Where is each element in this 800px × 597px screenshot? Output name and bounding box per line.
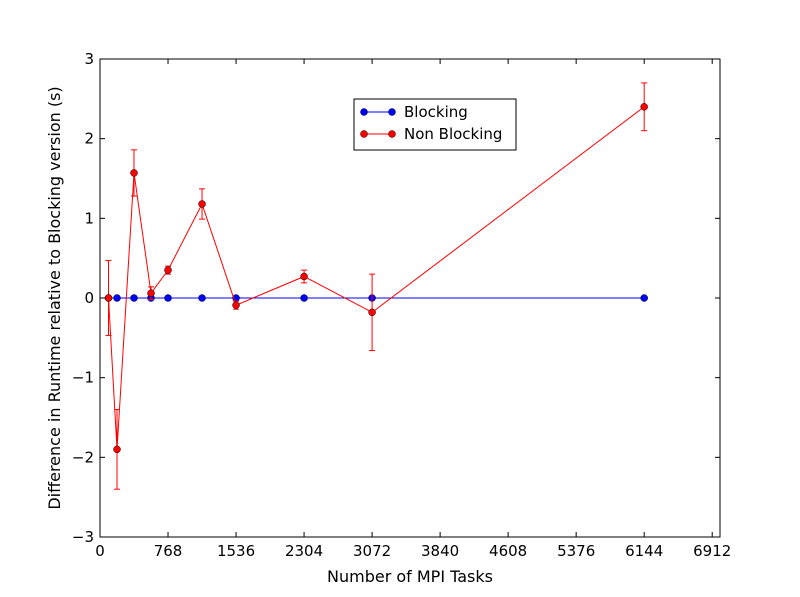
y-tick-label: 0 bbox=[84, 289, 94, 307]
y-tick-label: −3 bbox=[72, 528, 94, 546]
x-tick-label: 2304 bbox=[285, 542, 323, 560]
x-axis-label: Number of MPI Tasks bbox=[327, 567, 493, 586]
data-point-non-blocking bbox=[232, 301, 240, 309]
x-tick-label: 1536 bbox=[217, 542, 255, 560]
series-non-blocking bbox=[104, 82, 648, 490]
data-point-blocking bbox=[640, 294, 648, 302]
y-tick-label: −1 bbox=[72, 369, 94, 387]
data-point-blocking bbox=[130, 294, 138, 302]
axis-ticks: 0 768 1536 2304 3072 3840 4608 5376 6144 6912 −3 −2… bbox=[72, 50, 731, 560]
data-point-non-blocking bbox=[104, 294, 113, 302]
y-tick-label: 3 bbox=[84, 50, 94, 68]
data-point-non-blocking bbox=[164, 266, 172, 274]
x-tick-label: 3072 bbox=[353, 542, 391, 560]
legend-marker-non-blocking bbox=[388, 130, 396, 138]
series-line-non-blocking bbox=[108, 106, 645, 450]
plot-area bbox=[104, 82, 648, 490]
data-point-non-blocking bbox=[147, 289, 155, 297]
x-tick-label: 3840 bbox=[421, 542, 459, 560]
x-tick-label: 0 bbox=[95, 542, 105, 560]
data-point-non-blocking bbox=[130, 169, 138, 177]
legend-marker-non-blocking bbox=[360, 130, 368, 138]
data-point-non-blocking bbox=[368, 308, 376, 317]
data-point-blocking bbox=[198, 294, 206, 302]
y-tick-label: 1 bbox=[84, 209, 94, 227]
y-tick-label: −2 bbox=[72, 448, 94, 466]
legend-frame bbox=[353, 98, 517, 151]
data-point-non-blocking bbox=[300, 272, 308, 281]
x-tick-label: 6912 bbox=[693, 542, 731, 560]
x-tick-label: 5376 bbox=[557, 542, 595, 560]
legend-label-non-blocking: Non Blocking bbox=[404, 125, 502, 143]
x-tick-label: 768 bbox=[154, 542, 183, 560]
y-axis-label: Difference in Runtime relative to Blocki… bbox=[45, 86, 64, 509]
x-tick-label: 4608 bbox=[489, 542, 527, 560]
data-point-non-blocking bbox=[640, 103, 648, 111]
legend-marker-blocking bbox=[388, 108, 396, 116]
data-point-blocking bbox=[164, 294, 172, 302]
legend-label-blocking: Blocking bbox=[404, 103, 468, 121]
data-point-non-blocking bbox=[198, 200, 206, 208]
data-point-blocking bbox=[113, 294, 121, 302]
legend: Blocking Non Blocking bbox=[353, 98, 517, 151]
data-point-blocking bbox=[300, 294, 308, 302]
legend-marker-blocking bbox=[360, 108, 368, 116]
y-tick-label: 2 bbox=[84, 130, 94, 148]
data-point-non-blocking bbox=[113, 445, 121, 454]
x-tick-label: 6144 bbox=[625, 542, 663, 560]
